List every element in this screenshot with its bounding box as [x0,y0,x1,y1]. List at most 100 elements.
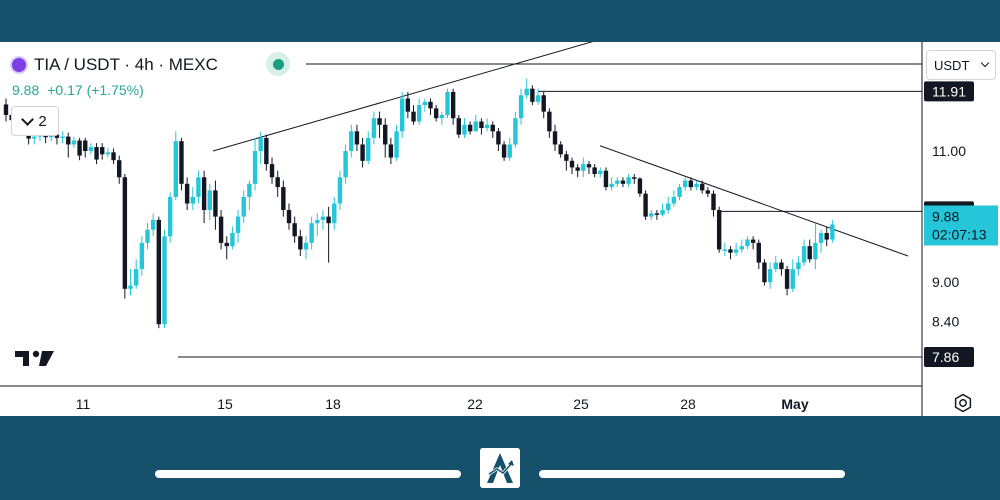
candle-body [615,180,620,184]
candle-body [111,152,116,161]
candle-body [541,95,546,112]
candle-body [281,187,286,211]
candle-body [247,183,252,197]
candle-body [456,118,461,135]
candle-body [133,269,139,286]
candle-body [484,124,490,129]
candle-body [196,177,201,197]
candle-body [292,223,297,237]
candle-body [496,131,501,145]
candle-body [332,203,337,224]
candle-body [824,233,829,240]
candle-body [439,114,445,119]
candle-body [94,147,99,160]
candle-body [400,98,405,132]
candle-body [592,167,597,174]
x-tick-label-5: 28 [680,396,696,412]
candle-body [575,167,580,171]
candle-body [32,136,37,139]
currency-select[interactable]: USDT [926,50,996,80]
candle-body [450,91,456,119]
price-level-tag-2 [924,347,974,367]
candle-body [117,160,122,178]
candle-body [264,137,269,165]
candle-body [422,101,428,106]
price-level-tag-0 [924,81,974,102]
live-status-dot [266,52,290,76]
candle-body [524,88,529,96]
candle-body [354,131,360,145]
candle-body [637,178,643,194]
x-tick-label-1: 15 [217,396,233,412]
candle-body [671,196,677,204]
candle-body [779,262,784,270]
candle-body [77,140,82,156]
candle-body [303,242,309,250]
chart-frame: 11.9110.087.8611.009.008.409.8802:07:13 … [0,42,1000,416]
candle-body [473,121,478,132]
candle-body [830,224,835,240]
candle-body [683,180,688,188]
trendline-1 [599,145,909,257]
candle-body [750,239,756,243]
candle-body [83,140,88,152]
candle-body [807,246,812,260]
candle-body [660,210,665,215]
candle-body [145,229,150,243]
candle-body [167,196,173,237]
candle-body [513,118,518,145]
chevron-down-icon [980,58,990,68]
candle-body [762,262,767,283]
candle-body [767,269,773,283]
x-tick-label-6: May [781,396,808,412]
candle-body [349,131,354,152]
candle-body [383,124,388,145]
tradingview-logo[interactable] [15,348,55,368]
candle-body [218,216,224,243]
candle-body [756,242,761,263]
candle-body [128,285,133,289]
candle-body [773,262,778,270]
candle-body [100,147,105,155]
candle-body [558,144,563,155]
candle-body [507,144,512,158]
candle-body [241,196,246,217]
x-tick-label-3: 22 [467,396,483,412]
candle-body [252,151,258,184]
candle-body [711,193,716,211]
countdown-label: 02:07:13 [932,226,987,242]
candle-body [320,216,326,220]
candle-body [105,152,111,155]
trendline-0 [212,42,594,152]
candlestick-chart[interactable]: 11.9110.087.8611.009.008.409.8802:07:13 … [0,42,1000,416]
y-tick-label-2: 8.40 [932,314,959,330]
candle-body [603,170,609,188]
candle-body [360,144,365,161]
candle-body [416,105,422,122]
last-price: 9.88 [12,82,40,98]
candle-body [801,246,807,263]
candle-body [688,180,694,188]
indicators-toggle-button[interactable]: 2 [11,106,59,136]
candle-body [677,187,682,197]
candle-body [388,144,394,158]
candle-body [275,177,280,188]
candle-body [626,177,631,184]
candle-body [716,210,722,250]
candle-body [315,219,320,224]
candle-body [71,140,77,145]
candle-body [535,95,541,102]
candle-body [54,134,60,138]
x-tick-label-0: 11 [76,396,91,412]
candle-body [445,91,450,115]
candle-body [258,137,263,152]
candle-body [813,242,818,260]
candle-body [235,216,241,234]
candle-body [150,219,156,230]
nav-bar-left [155,470,461,478]
chart-settings-button[interactable] [948,390,978,416]
candle-body [643,193,648,217]
candle-body [552,131,558,145]
y-tick-label-0: 11.00 [932,143,966,159]
candle-body [173,141,178,197]
